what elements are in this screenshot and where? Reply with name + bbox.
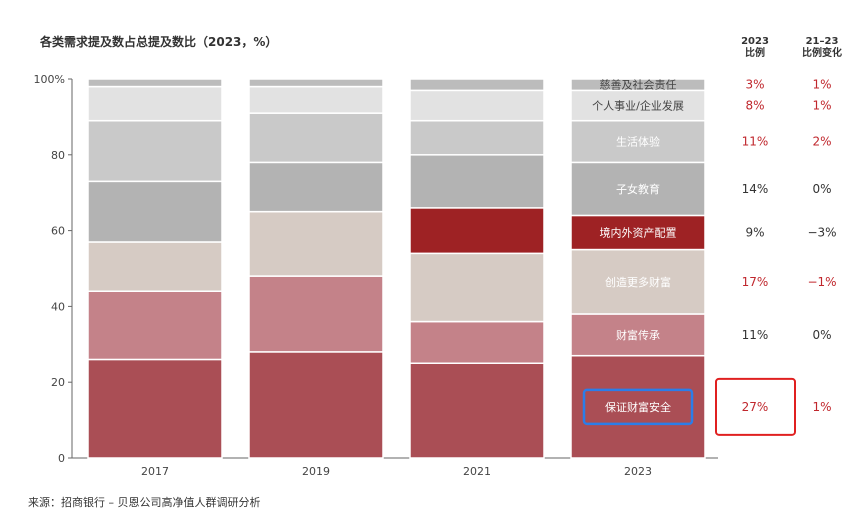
change-21-23-value: −1% <box>807 275 836 289</box>
bar-segment <box>87 78 223 88</box>
segment-label: 生活体验 <box>616 135 660 149</box>
bar-segment <box>570 313 706 357</box>
share-2023-value: 14% <box>742 182 769 196</box>
bar-segment <box>87 290 223 361</box>
bar-segment <box>409 154 545 209</box>
plot-area: 0 20 40 60 80 100% 2017 2019 2021 保证财富安全 27% 1% 财富传承… <box>34 73 837 478</box>
share-2023-value: 17% <box>742 275 769 289</box>
bar-segment <box>248 85 384 114</box>
segment-label: 个人事业/企业发展 <box>592 99 684 113</box>
share-2023-value: 27% <box>742 400 769 414</box>
bar-segment <box>409 207 545 255</box>
share-2023-value: 8% <box>745 99 764 113</box>
change-header-range: 21–23 <box>806 36 839 47</box>
y-tick-label: 40 <box>51 300 65 313</box>
change-21-23-value: 1% <box>812 99 831 113</box>
bar-segment <box>87 180 223 243</box>
share-2023-value: 11% <box>742 135 769 149</box>
change-header-label: 比例变化 <box>802 46 842 59</box>
share-2023-value: 9% <box>745 225 764 239</box>
bar-segment <box>570 78 706 92</box>
x-tick-label: 2019 <box>302 465 330 478</box>
change-21-23-value: −3% <box>807 225 836 239</box>
bar-segment <box>87 119 223 183</box>
bar-segment <box>248 112 384 164</box>
segment-label: 财富传承 <box>616 328 660 342</box>
bar-segment <box>248 351 384 459</box>
bar-segment <box>570 248 706 315</box>
bar-segment <box>409 252 545 323</box>
bar-segment <box>248 275 384 353</box>
share-header-year: 2023 <box>741 36 769 47</box>
share-2023-value: 11% <box>742 328 769 342</box>
change-21-23-value: 1% <box>812 400 831 414</box>
chart-title: 各类需求提及数占总提及数比（2023，%） <box>39 34 277 49</box>
y-tick-label: 60 <box>51 225 65 238</box>
bar-segment <box>409 89 545 122</box>
bar-segment <box>570 89 706 122</box>
change-21-23-value: 0% <box>812 328 831 342</box>
bar-segment <box>409 119 545 156</box>
bar-segment <box>87 85 223 122</box>
bar-segment <box>570 354 706 459</box>
segment-label: 慈善及社会责任 <box>600 78 677 92</box>
source-note: 来源：招商银行 – 贝恩公司高净值人群调研分析 <box>28 495 261 509</box>
bar-segment <box>409 78 545 92</box>
segment-label: 境内外资产配置 <box>600 225 677 239</box>
x-tick-label: 2021 <box>463 465 491 478</box>
share-2023-value: 3% <box>745 78 764 92</box>
bar-segment <box>248 161 384 213</box>
bar-segment <box>409 362 545 459</box>
bar-segment <box>570 119 706 164</box>
segment-label: 创造更多财富 <box>605 275 671 289</box>
bar-segment <box>87 241 223 292</box>
bar-segment <box>248 210 384 277</box>
highlight-box-blue <box>582 388 694 426</box>
change-21-23-value: 2% <box>812 135 831 149</box>
y-tick-label: 100% <box>34 73 65 86</box>
change-21-23-value: 1% <box>812 78 831 92</box>
x-tick-label: 2017 <box>141 465 169 478</box>
bar-segment <box>248 78 384 88</box>
x-tick-label: 2023 <box>624 465 652 478</box>
segment-label: 保证财富安全 <box>605 400 671 414</box>
y-tick-label: 20 <box>51 376 65 389</box>
bar-segment <box>87 358 223 459</box>
bar-segment <box>409 320 545 364</box>
bar-segment <box>570 161 706 217</box>
bar-segment <box>570 214 706 251</box>
highlight-box-red <box>715 377 796 436</box>
segment-label: 子女教育 <box>616 182 660 196</box>
change-21-23-value: 0% <box>812 182 831 196</box>
y-tick-label: 80 <box>51 149 65 162</box>
share-header-label: 比例 <box>745 46 765 59</box>
y-tick-label: 0 <box>58 452 65 465</box>
